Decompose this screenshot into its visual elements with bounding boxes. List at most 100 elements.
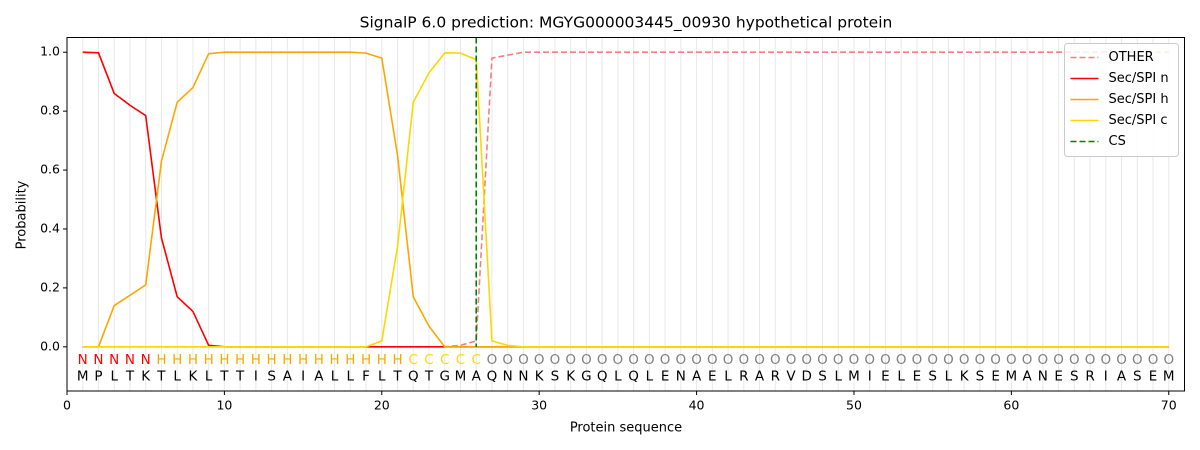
legend-label: Sec/SPI h (1109, 92, 1169, 107)
region-label: O (502, 352, 513, 368)
y-tick-label: 0.0 (40, 338, 60, 353)
residue: M (848, 368, 860, 384)
residue: I (1104, 368, 1108, 384)
residue: A (314, 368, 324, 384)
residue: R (771, 368, 780, 384)
region-label: N (141, 352, 151, 368)
region-label: O (817, 352, 828, 368)
region-label: N (109, 352, 119, 368)
series-line (82, 51, 1169, 348)
region-label: O (707, 352, 718, 368)
region-label: O (518, 352, 529, 368)
residue: L (834, 368, 842, 384)
residue: L (945, 368, 953, 384)
region-label: O (644, 352, 655, 368)
residue: L (646, 368, 654, 384)
y-axis-label: Probability (15, 180, 30, 249)
y-tick-label: 0.4 (40, 220, 60, 235)
x-tick-label: 30 (531, 398, 547, 413)
residue: K (141, 368, 151, 384)
plot-frame (66, 37, 1185, 392)
legend-label: Sec/SPI n (1109, 71, 1169, 86)
region-label: H (219, 352, 229, 368)
x-tick-label: 20 (374, 398, 390, 413)
region-label: H (172, 352, 182, 368)
residue: A (283, 368, 293, 384)
residue: S (1133, 368, 1142, 384)
x-tick-label: 50 (846, 398, 862, 413)
x-tick-label: 70 (1161, 398, 1177, 413)
region-label: C (456, 352, 465, 368)
region-label: O (754, 352, 765, 368)
region-label: C (472, 352, 481, 368)
region-label: H (204, 352, 214, 368)
region-label: O (801, 352, 812, 368)
region-label: O (565, 352, 576, 368)
residue: M (77, 368, 89, 384)
region-label: O (1163, 352, 1174, 368)
residue: L (110, 368, 118, 384)
series-line (82, 52, 1169, 348)
y-tick-label: 0.8 (40, 103, 60, 118)
residue: L (173, 368, 181, 384)
residue: P (94, 368, 102, 384)
region-label: N (125, 352, 135, 368)
residue: A (1022, 368, 1032, 384)
residue: F (362, 368, 370, 384)
residue: N (676, 368, 686, 384)
residue: S (1070, 368, 1079, 384)
region-label: O (880, 352, 891, 368)
region-label: H (361, 352, 371, 368)
region-label: O (990, 352, 1001, 368)
residue: L (347, 368, 355, 384)
residue: Q (408, 368, 419, 384)
region-label: O (660, 352, 671, 368)
residue: Q (597, 368, 608, 384)
residue: T (424, 368, 434, 384)
residue: V (786, 368, 796, 384)
residue: T (235, 368, 245, 384)
residue: T (125, 368, 135, 384)
region-label: O (487, 352, 498, 368)
region-label: O (581, 352, 592, 368)
region-label: H (298, 352, 308, 368)
region-label: H (267, 352, 277, 368)
y-tick-label: 0.2 (40, 279, 60, 294)
residue: S (267, 368, 276, 384)
residue: I (868, 368, 872, 384)
region-label: O (1006, 352, 1017, 368)
region-label: O (849, 352, 860, 368)
legend-label: CS (1109, 134, 1126, 149)
region-label: H (282, 352, 292, 368)
residue: E (1149, 368, 1158, 384)
residue: E (991, 368, 1000, 384)
residue: Q (628, 368, 639, 384)
residue: A (692, 368, 702, 384)
residue: K (566, 368, 576, 384)
residue: L (378, 368, 386, 384)
region-label: H (329, 352, 339, 368)
residue: E (881, 368, 890, 384)
residue: L (897, 368, 905, 384)
series-line (82, 51, 1169, 348)
region-label: O (597, 352, 608, 368)
residue: N (1038, 368, 1048, 384)
region-label: H (345, 352, 355, 368)
region-label: O (943, 352, 954, 368)
residue: E (913, 368, 922, 384)
region-label: N (93, 352, 103, 368)
region-label: O (1053, 352, 1064, 368)
residue: E (1054, 368, 1063, 384)
region-label: O (1148, 352, 1159, 368)
residue: A (472, 368, 482, 384)
residue: L (331, 368, 339, 384)
residue: K (535, 368, 545, 384)
residue: G (440, 368, 450, 384)
region-label: O (676, 352, 687, 368)
legend-label: Sec/SPI c (1109, 113, 1168, 128)
residue: T (219, 368, 229, 384)
residue: L (205, 368, 213, 384)
chart-title: SignalP 6.0 prediction: MGYG000003445_00… (360, 14, 893, 33)
residue: M (1006, 368, 1018, 384)
